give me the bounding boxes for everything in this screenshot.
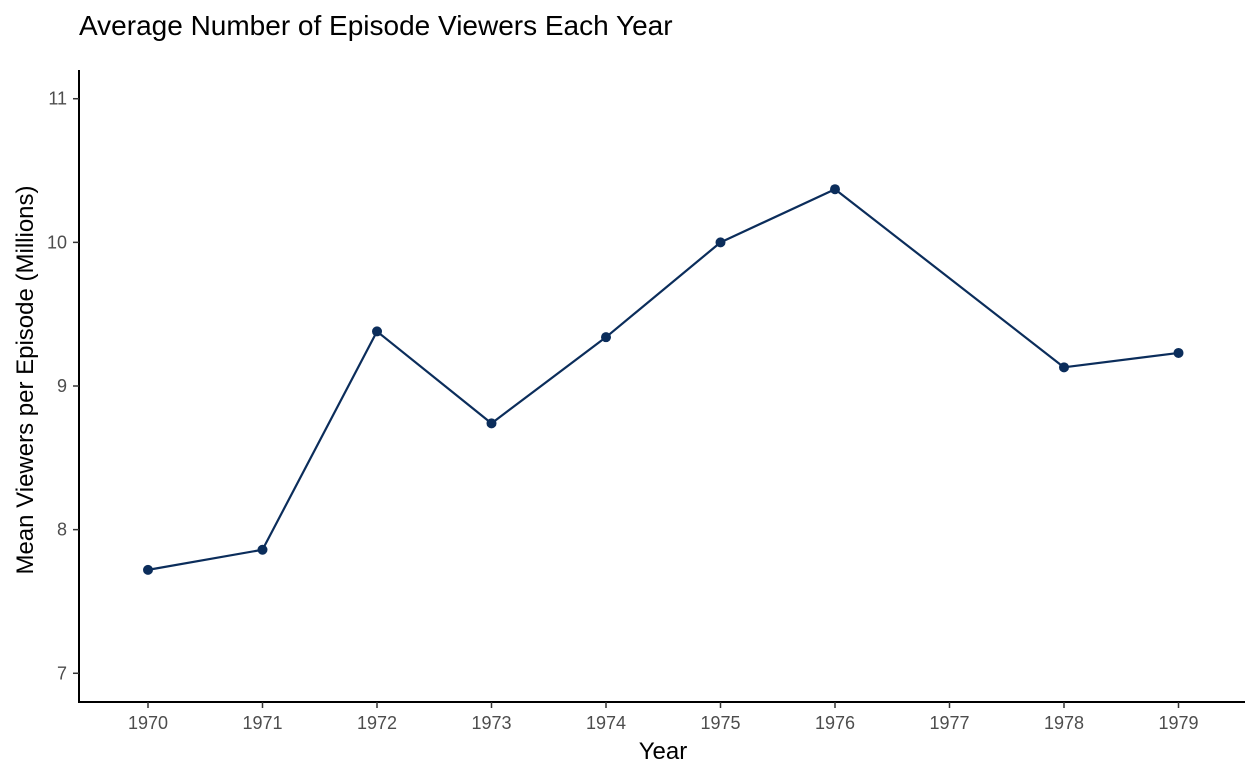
x-tick-label: 1978 <box>1044 713 1084 733</box>
data-point <box>1173 347 1184 358</box>
y-axis-label: Mean Viewers per Episode (Millions) <box>12 185 39 574</box>
y-tick-label: 11 <box>48 89 67 109</box>
plot-area <box>143 184 1184 575</box>
x-axis-label: Year <box>639 738 688 765</box>
x-tick-label: 1970 <box>128 713 168 733</box>
data-point <box>1059 362 1069 373</box>
x-tick-label: 1976 <box>815 713 855 733</box>
x-tick-label: 1974 <box>586 713 626 733</box>
y-axis-ticks: 7 8 9 10 11 <box>47 89 79 683</box>
y-tick-label: 10 <box>47 232 67 252</box>
x-tick-label: 1971 <box>242 713 282 733</box>
y-tick-label: 8 <box>57 520 67 540</box>
series-line <box>147 188 1179 571</box>
x-axis-ticks: 1970 1971 1972 1973 1974 1975 1976 1977 1978 1979 <box>128 702 1199 733</box>
x-tick-label: 1979 <box>1158 713 1198 733</box>
chart-title: Average Number of Episode Viewers Each Y… <box>79 10 673 41</box>
data-point <box>486 418 497 429</box>
data-point <box>372 326 382 337</box>
y-tick-label: 9 <box>57 376 67 396</box>
x-tick-label: 1973 <box>471 713 511 733</box>
data-point <box>601 332 611 343</box>
data-point <box>830 184 840 195</box>
y-tick-label: 7 <box>57 663 67 683</box>
x-tick-label: 1977 <box>929 713 969 733</box>
data-point <box>715 237 726 248</box>
data-point <box>143 564 153 575</box>
x-tick-label: 1972 <box>357 713 397 733</box>
data-point <box>257 544 268 555</box>
x-tick-label: 1975 <box>700 713 740 733</box>
